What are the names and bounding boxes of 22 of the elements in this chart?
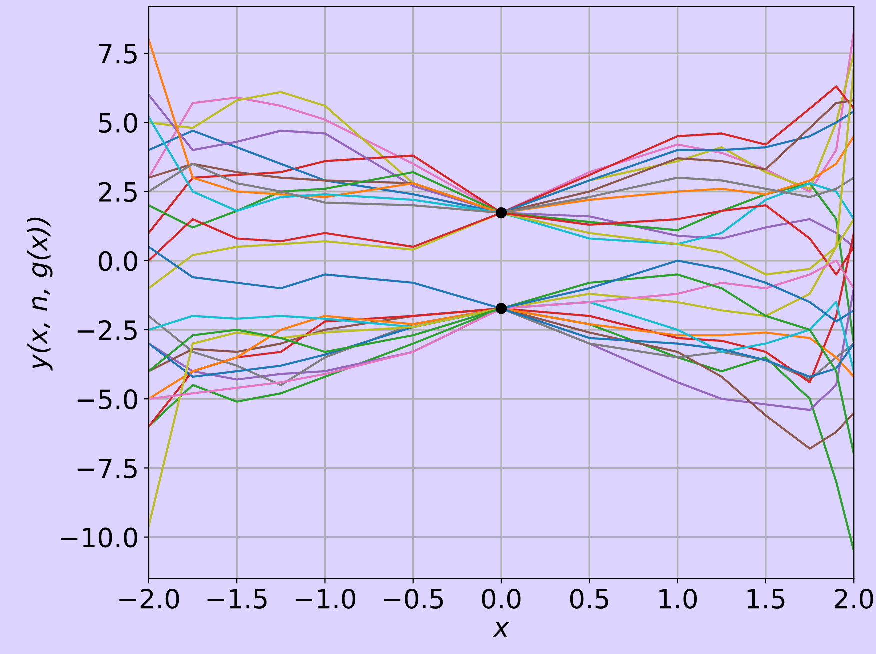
y-tick-label: −7.5 xyxy=(78,458,137,479)
y-axis-title: y(x, n, g(x)) xyxy=(27,218,53,371)
y-tick-label: −10.0 xyxy=(61,528,138,548)
y-tick-label: −2.5 xyxy=(78,320,137,340)
line-series xyxy=(148,171,854,345)
x-tick-label: 2.0 xyxy=(835,588,874,609)
x-axis-title: x xyxy=(493,622,510,637)
line-series xyxy=(148,116,854,246)
y-tick-label: 2.5 xyxy=(99,182,137,202)
x-tick-label: −1.0 xyxy=(296,588,356,609)
x-tick-label: 0.5 xyxy=(570,588,608,609)
x-tick-label: 1.5 xyxy=(748,589,785,609)
x-tick-label: −2.0 xyxy=(120,588,180,609)
y-tick-label: 7.5 xyxy=(99,44,137,64)
x-tick-label: −0.5 xyxy=(384,588,444,609)
x-tick-label: −1.5 xyxy=(208,589,267,609)
y-tick-label: −5.0 xyxy=(78,390,138,410)
x-tick-label: 1.0 xyxy=(660,588,698,609)
line-series xyxy=(148,260,854,400)
y-tick-label: 0.0 xyxy=(98,251,138,272)
y-tick-label: 5.0 xyxy=(99,113,138,134)
x-tick-label: 0.0 xyxy=(482,588,521,609)
